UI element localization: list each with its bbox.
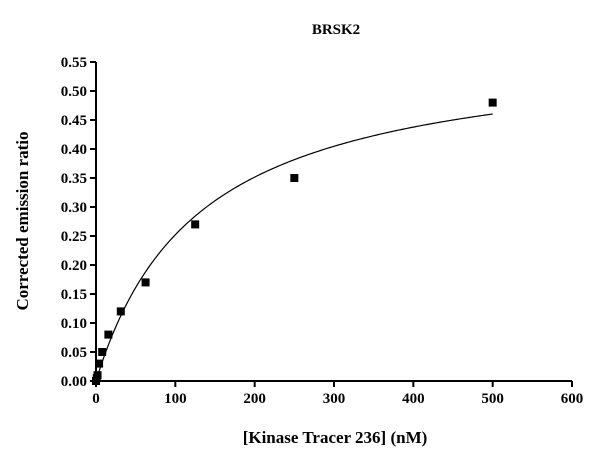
y-ticks: 0.00 0.05 0.10 0.15 0.20 0.25 0.30 0.35 0.40 0.45…: [61, 55, 96, 390]
fit-curve: [95, 113, 493, 382]
data-point: [290, 174, 299, 182]
y-tick-label: 0.35: [61, 171, 87, 187]
data-point: [98, 348, 107, 356]
x-axis-label: [Kinase Tracer 236] (nM): [243, 428, 428, 447]
x-tick-label: 600: [561, 391, 584, 407]
data-points: [92, 98, 497, 385]
y-tick-label: 0.15: [61, 287, 87, 303]
y-tick-label: 0.20: [61, 258, 87, 274]
data-point: [95, 359, 104, 368]
y-tick-label: 0.25: [61, 229, 87, 245]
y-tick-label: 0.30: [61, 200, 87, 216]
data-point: [141, 278, 150, 287]
chart-title: BRSK2: [312, 22, 360, 38]
y-tick-label: 0.05: [61, 345, 87, 361]
data-point: [191, 220, 200, 229]
fit-group: [95, 113, 493, 382]
y-tick-label: 0.00: [61, 374, 87, 390]
x-tick-label: 200: [243, 391, 266, 407]
axis-frame: [95, 62, 572, 382]
y-tick-label: 0.45: [61, 113, 87, 129]
y-tick-label: 0.55: [61, 55, 87, 71]
axes: [95, 62, 572, 382]
y-tick-label: 0.10: [61, 316, 87, 332]
y-axis-label: Corrected emission ratio: [13, 131, 32, 310]
x-tick-label: 300: [323, 391, 346, 407]
y-tick-label: 0.50: [61, 84, 87, 100]
data-point: [116, 307, 125, 316]
y-tick-label: 0.40: [61, 142, 87, 158]
data-point: [488, 98, 497, 107]
x-tick-label: 100: [164, 391, 187, 407]
data-point: [104, 330, 113, 339]
x-ticks: 0 100 200 300 400 500 600: [92, 381, 583, 407]
data-point: [93, 371, 102, 380]
x-tick-label: 0: [92, 391, 100, 407]
x-tick-label: 500: [481, 391, 504, 407]
x-tick-label: 400: [402, 391, 425, 407]
